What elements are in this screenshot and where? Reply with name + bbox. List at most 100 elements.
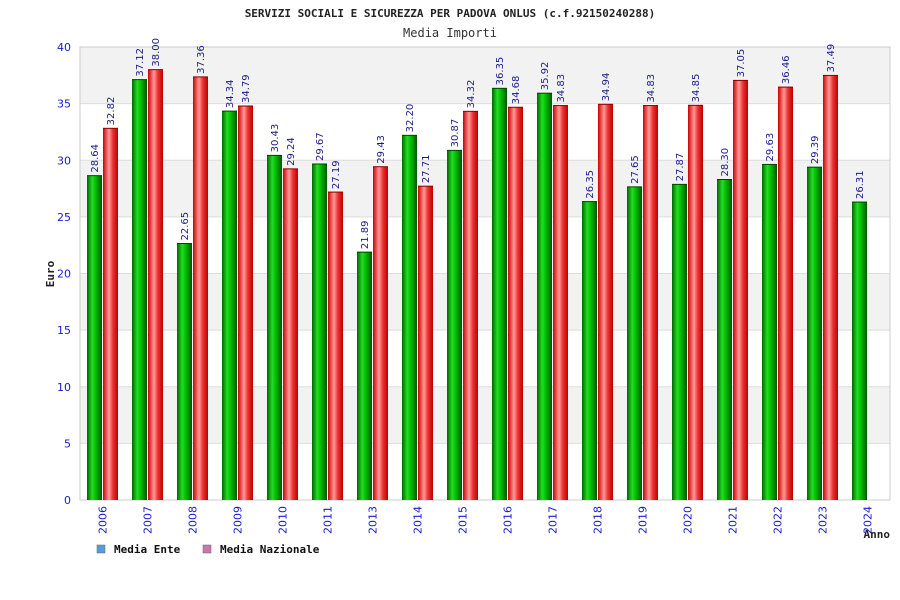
- bars: [87, 69, 867, 501]
- plot-band: [80, 160, 890, 217]
- y-tick-label: 5: [64, 437, 71, 450]
- y-tick-label: 10: [57, 381, 71, 394]
- value-label: 30.43: [270, 124, 281, 153]
- x-tick-label: 2011: [322, 506, 335, 534]
- plot-band: [80, 443, 890, 500]
- value-label: 32.82: [106, 97, 117, 126]
- value-label: 37.36: [196, 45, 207, 74]
- y-tick-label: 0: [64, 494, 71, 507]
- bar-media-nazionale-2009: [238, 106, 253, 501]
- plot-background: [80, 47, 890, 500]
- x-tick-label: 2006: [97, 506, 110, 534]
- value-label: 34.94: [601, 73, 612, 102]
- value-label: 29.43: [376, 135, 387, 164]
- bar-media-nazionale-2011: [328, 192, 343, 501]
- x-tick-label: 2009: [232, 506, 245, 534]
- bar-media-nazionale-2008: [193, 76, 208, 500]
- bar-media-ente-2013: [357, 252, 372, 500]
- value-label: 26.31: [855, 170, 866, 199]
- value-label: 21.89: [360, 220, 371, 249]
- value-label: 34.34: [225, 79, 236, 108]
- value-label: 27.87: [675, 153, 686, 182]
- x-axis-title: Anno: [864, 528, 891, 541]
- bar-media-nazionale-2014: [418, 186, 433, 500]
- value-label: 36.35: [495, 57, 506, 86]
- plot-band: [80, 273, 890, 331]
- plot-band: [80, 386, 890, 444]
- value-label: 37.12: [135, 48, 146, 77]
- bar-media-ente-2007: [132, 79, 147, 500]
- bar-media-ente-2022: [762, 164, 777, 500]
- plot-band: [80, 216, 890, 274]
- legend-label-media-ente: Media Ente: [114, 543, 181, 556]
- y-tick-label: 25: [57, 211, 71, 224]
- bar-media-ente-2018: [582, 201, 597, 500]
- bar-media-ente-2006: [87, 175, 102, 501]
- legend-swatch-media-ente: [96, 544, 106, 554]
- value-label: 27.19: [331, 160, 342, 189]
- value-label: 34.68: [511, 76, 522, 105]
- bar-media-ente-2015: [447, 150, 462, 500]
- bar-media-ente-2023: [807, 167, 822, 500]
- y-tick-label: 30: [57, 154, 71, 167]
- plot-band: [80, 103, 890, 161]
- value-label: 26.35: [585, 170, 596, 199]
- x-axis-ticks: 2006 2007 2008 2009 2010 2011 2013 2014 2015 2016…: [97, 506, 875, 534]
- x-tick-label: 2014: [412, 506, 425, 534]
- bar-media-ente-2024: [852, 202, 867, 500]
- bar-media-nazionale-2016: [508, 107, 523, 501]
- bar-media-ente-2010: [267, 155, 282, 500]
- x-tick-label: 2015: [457, 506, 470, 534]
- value-label: 27.71: [421, 155, 432, 184]
- plot-frame: [79, 46, 891, 501]
- bar-media-nazionale-2019: [643, 105, 658, 501]
- legend-swatch-media-nazionale: [202, 544, 212, 554]
- legend-label-media-nazionale: Media Nazionale: [220, 543, 320, 556]
- y-tick-label: 40: [57, 41, 71, 54]
- value-label: 28.64: [90, 144, 101, 173]
- bar-media-nazionale-2018: [598, 104, 613, 500]
- value-labels: 28.64 32.82 37.12 38.00 22.65 37.36 34.34 34.79…: [90, 38, 866, 249]
- plot-band: [80, 330, 890, 387]
- bar-media-ente-2009: [222, 111, 237, 501]
- bar-media-nazionale-2006: [103, 128, 118, 500]
- legend: Media Ente Media Nazionale: [96, 543, 320, 556]
- chart-title: SERVIZI SOCIALI E SICUREZZA PER PADOVA O…: [245, 7, 656, 20]
- chart-subtitle: Media Importi: [403, 26, 497, 40]
- x-tick-label: 2024: [862, 506, 875, 534]
- value-label: 36.46: [781, 55, 792, 84]
- bar-media-nazionale-2017: [553, 105, 568, 501]
- bar-media-nazionale-2013: [373, 166, 388, 500]
- value-label: 35.92: [540, 62, 551, 91]
- y-axis-title: Euro: [44, 260, 57, 287]
- x-tick-label: 2021: [727, 506, 740, 534]
- x-tick-label: 2013: [367, 506, 380, 534]
- y-tick-label: 35: [57, 98, 71, 111]
- x-tick-label: 2020: [682, 506, 695, 534]
- x-tick-label: 2018: [592, 506, 605, 534]
- value-label: 38.00: [151, 38, 162, 67]
- bar-media-nazionale-2022: [778, 87, 793, 500]
- x-tick-label: 2019: [637, 506, 650, 534]
- x-tick-label: 2023: [817, 506, 830, 534]
- y-axis-ticks: 0 5 10 15 20 25 30 35 40: [57, 41, 71, 507]
- value-label: 34.83: [646, 74, 657, 103]
- value-label: 29.67: [315, 132, 326, 161]
- bar-media-ente-2011: [312, 163, 327, 500]
- value-label: 34.83: [556, 74, 567, 103]
- bar-media-ente-2016: [492, 88, 507, 501]
- x-tick-label: 2017: [547, 506, 560, 534]
- bar-media-nazionale-2010: [283, 168, 298, 500]
- value-label: 32.20: [405, 104, 416, 133]
- bar-media-nazionale-2007: [148, 69, 163, 501]
- value-label: 22.65: [180, 212, 191, 241]
- value-label: 28.30: [720, 148, 731, 177]
- bar-media-nazionale-2015: [463, 111, 478, 501]
- bar-media-ente-2021: [717, 179, 732, 500]
- plot-band: [80, 47, 890, 104]
- value-label: 29.63: [765, 133, 776, 162]
- x-tick-label: 2008: [187, 506, 200, 534]
- value-label: 34.32: [466, 80, 477, 109]
- bar-media-ente-2014: [402, 135, 417, 500]
